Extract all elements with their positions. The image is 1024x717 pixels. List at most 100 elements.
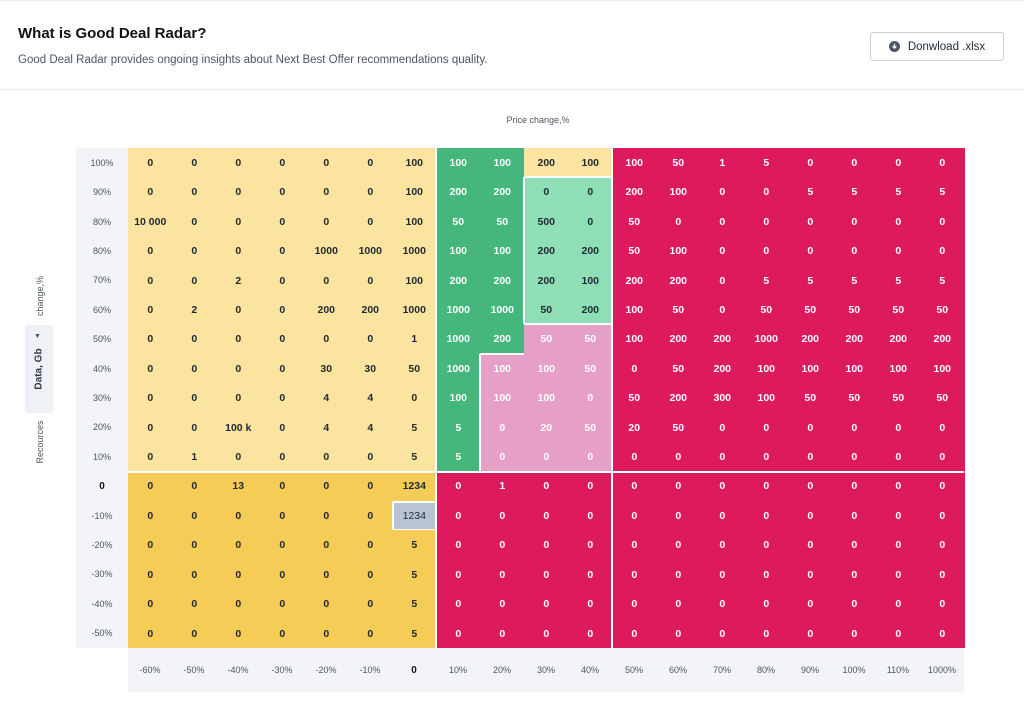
heatmap-cell: 200 [480, 324, 525, 355]
heatmap-cell: 0 [216, 324, 261, 355]
heatmap-cell: 200 [480, 177, 525, 208]
heatmap-cell: 100 [744, 353, 789, 384]
heatmap-cell: 0 [788, 471, 833, 502]
row-label: -40% [91, 598, 113, 609]
heatmap-cell: 0 [568, 559, 613, 590]
heatmap-cell: 0 [216, 500, 261, 531]
heatmap-cell: 200 [480, 265, 525, 296]
heatmap-cell: 0 [744, 471, 789, 502]
column-label: -40% [227, 665, 249, 675]
heatmap-cell: 4 [348, 412, 393, 443]
row-label: 100% [90, 157, 114, 168]
heatmap-cell: 0 [700, 265, 745, 296]
heatmap-cell: 0 [260, 295, 305, 325]
heatmap-cell: 0 [128, 559, 173, 590]
heatmap-cell: 0 [568, 177, 613, 208]
download-button[interactable]: Donwload .xlsx [870, 32, 1004, 61]
heatmap-cell: 50 [876, 295, 921, 325]
region-divider [524, 176, 612, 179]
heatmap-cell: 100 [612, 148, 657, 178]
heatmap-grid: 0 0 0 0 0 0 100 100 100 200 100 100 50 1 5 0 0 0 0 0 0 0 0 0 0 10… [128, 148, 965, 649]
heatmap-cell: 0 [568, 500, 613, 531]
heatmap-cell: 50 [568, 412, 613, 443]
heatmap-cell: 50 [436, 206, 481, 237]
heatmap-cell: 0 [216, 559, 261, 590]
heatmap-cell: 100 [744, 383, 789, 414]
heatmap-cell: 2 [172, 295, 217, 325]
heatmap-cell: 20 [612, 412, 657, 443]
heatmap-cell: 0 [260, 530, 305, 561]
heatmap-cell: 5 [788, 265, 833, 296]
heatmap-cell: 0 [260, 471, 305, 502]
heatmap-cell: 50 [876, 383, 921, 414]
heatmap-cell: 1000 [436, 324, 481, 355]
heatmap-cell: 5 [392, 412, 437, 443]
heatmap-cell: 0 [172, 206, 217, 237]
heatmap-cell: 0 [304, 206, 349, 237]
heatmap-cell: 0 [920, 148, 965, 178]
column-label: 30% [536, 665, 555, 675]
heatmap-cell: 0 [920, 442, 965, 473]
heatmap-cell: 0 [612, 618, 657, 649]
heatmap-cell: 0 [788, 618, 833, 649]
heatmap-cell: 0 [392, 383, 437, 414]
heatmap-cell: 0 [348, 206, 393, 237]
heatmap-cell: 5 [392, 559, 437, 590]
heatmap-cell: 5 [744, 148, 789, 178]
heatmap-cell: 0 [656, 500, 701, 531]
column-label: 40% [580, 665, 599, 675]
heatmap-cell: 0 [876, 236, 921, 267]
heatmap-cell: 5 [832, 265, 877, 296]
heatmap-cell: 1000 [392, 295, 437, 325]
heatmap-cell: 0 [216, 383, 261, 414]
heatmap-cell: 100 [832, 353, 877, 384]
heatmap-cell: 0 [260, 442, 305, 473]
heatmap-cell: 0 [744, 412, 789, 443]
heatmap-cell: 0 [744, 236, 789, 267]
heatmap-cell: 0 [172, 618, 217, 649]
heatmap-cell: 0 [920, 618, 965, 649]
heatmap-cell: 0 [260, 206, 305, 237]
heatmap-cell: 0 [832, 236, 877, 267]
heatmap-cell: 0 [348, 559, 393, 590]
column-label: -10% [359, 665, 381, 675]
heatmap-cell: 0 [128, 177, 173, 208]
heatmap-cell: 0 [348, 589, 393, 620]
heatmap-cell: 200 [524, 265, 569, 296]
heatmap-cell: 0 [260, 236, 305, 267]
row-label: 40% [92, 363, 111, 374]
y-axis-selector[interactable]: ▼ Data, Gb [25, 325, 53, 413]
region-divider [479, 353, 481, 472]
heatmap-cell: 50 [832, 383, 877, 414]
heatmap-cell: 0 [612, 500, 657, 531]
heatmap-cell: 0 [788, 589, 833, 620]
heatmap-cell: 0 [832, 530, 877, 561]
y-axis-label-suffix: change,% [35, 275, 45, 317]
heatmap-cell: 200 [700, 353, 745, 384]
heatmap-cell: 50 [656, 295, 701, 325]
heatmap-cell: 0 [480, 589, 525, 620]
heatmap-cell: 0 [524, 500, 569, 531]
column-label: -50% [183, 665, 205, 675]
heatmap-cell: 0 [700, 559, 745, 590]
row-label: 70% [92, 275, 111, 286]
heatmap-cell: 0 [568, 530, 613, 561]
heatmap-cell: 0 [348, 324, 393, 355]
heatmap-cell: 0 [216, 177, 261, 208]
heatmap-cell: 0 [260, 353, 305, 384]
heatmap-cell: 500 [524, 206, 569, 237]
heatmap-cell: 0 [832, 471, 877, 502]
heatmap-cell: 0 [832, 589, 877, 620]
column-label: -30% [271, 665, 293, 675]
heatmap-cell: 0 [480, 412, 525, 443]
heatmap-cell: 0 [524, 471, 569, 502]
heatmap-cell: 0 [172, 383, 217, 414]
heatmap-cell: 0 [700, 412, 745, 443]
heatmap-cell: 0 [216, 618, 261, 649]
heatmap-cell: 0 [920, 500, 965, 531]
row-label: 60% [92, 304, 111, 315]
heatmap-cell: 50 [612, 383, 657, 414]
heatmap-cell: 0 [436, 471, 481, 502]
column-label: 60% [668, 665, 687, 675]
heatmap-cell: 0 [744, 177, 789, 208]
